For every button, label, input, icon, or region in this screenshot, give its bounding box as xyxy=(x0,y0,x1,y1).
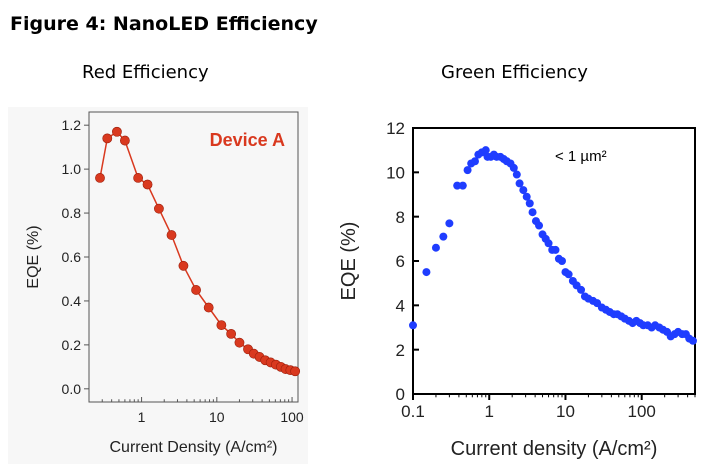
green-y-tick-label: 0 xyxy=(396,385,405,404)
red-y-tick-label: 1.2 xyxy=(62,117,82,133)
green-x-tick-label: 0.1 xyxy=(401,402,425,421)
red-data-point xyxy=(133,173,144,183)
green-y-tick-label: 10 xyxy=(386,163,405,182)
red-data-point xyxy=(95,173,105,183)
green-data-point xyxy=(512,170,521,179)
green-data-point xyxy=(557,257,566,265)
green-y-tick-label: 2 xyxy=(396,341,405,360)
red-chart-panel-background xyxy=(8,107,308,464)
red-data-point xyxy=(216,320,227,331)
red-x-tick-label: 10 xyxy=(209,409,225,425)
green-x-tick-label: 100 xyxy=(628,402,656,421)
red-data-point xyxy=(102,133,113,144)
green-data-point xyxy=(409,321,417,330)
green-data-point xyxy=(515,179,524,188)
red-y-tick-label: 0.0 xyxy=(62,381,82,397)
green-data-point xyxy=(481,146,490,155)
green-data-point xyxy=(535,221,544,230)
red-data-point xyxy=(234,337,245,348)
green-data-point xyxy=(688,336,697,345)
green-data-point xyxy=(551,245,560,254)
red-x-tick-label: 100 xyxy=(280,409,304,425)
green-data-point xyxy=(564,270,573,279)
green-y-tick-label: 12 xyxy=(386,119,405,138)
green-data-point xyxy=(463,166,472,175)
green-data-point xyxy=(470,157,479,166)
red-x-axis-label: Current Density (A/cm²) xyxy=(109,439,277,456)
green-x-tick-label: 10 xyxy=(556,402,575,421)
red-y-tick-label: 0.6 xyxy=(62,249,82,265)
red-data-point xyxy=(191,285,201,295)
red-data-point xyxy=(112,126,122,137)
red-y-tick-label: 1.0 xyxy=(62,161,82,177)
red-data-point xyxy=(178,260,189,271)
green-y-axis-label: EQE (%) xyxy=(338,222,360,301)
red-data-point xyxy=(119,135,130,146)
red-y-tick-label: 0.4 xyxy=(62,293,82,309)
green-data-point xyxy=(458,181,467,190)
red-data-point xyxy=(290,366,301,377)
green-data-point xyxy=(577,285,586,294)
green-x-tick-label: 1 xyxy=(485,402,494,421)
green-x-axis-label: Current density (A/cm²) xyxy=(451,438,658,460)
red-y-tick-label: 0.8 xyxy=(62,205,82,221)
green-data-point xyxy=(445,219,454,228)
red-data-point xyxy=(166,230,177,240)
red-x-tick-label: 1 xyxy=(138,409,146,425)
red-annotation: Device A xyxy=(210,130,285,150)
green-data-point xyxy=(439,232,448,241)
figure-title: Figure 4: NanoLED Efficiency xyxy=(10,13,318,35)
green-data-point xyxy=(422,268,431,277)
green-data-point xyxy=(509,163,518,172)
green-plot-frame xyxy=(412,127,696,395)
green-data-point xyxy=(525,199,534,208)
red-data-point xyxy=(203,302,214,313)
red-chart-subtitle: Red Efficiency xyxy=(82,62,209,83)
green-data-point xyxy=(544,239,553,248)
red-y-axis-label: EQE (%) xyxy=(25,225,42,288)
green-annotation: < 1 µm² xyxy=(555,148,607,165)
red-data-point xyxy=(142,179,153,190)
red-data-point xyxy=(226,328,237,339)
red-data-point xyxy=(154,203,164,214)
green-y-tick-label: 6 xyxy=(396,252,405,271)
green-y-tick-label: 8 xyxy=(396,208,405,227)
red-y-tick-label: 0.2 xyxy=(62,337,82,353)
green-data-point xyxy=(528,208,537,217)
green-data-point xyxy=(519,186,528,195)
green-chart-subtitle: Green Efficiency xyxy=(441,62,588,83)
green-data-point xyxy=(431,243,440,252)
green-y-tick-label: 4 xyxy=(396,296,405,315)
green-data-point xyxy=(453,181,462,190)
green-data-point xyxy=(522,192,531,201)
red-series-line xyxy=(99,130,296,372)
green-efficiency-chart: 0 2 4 6 8 10 12 0.1 1 10 100 Current density (A/cm²… xyxy=(338,119,697,460)
